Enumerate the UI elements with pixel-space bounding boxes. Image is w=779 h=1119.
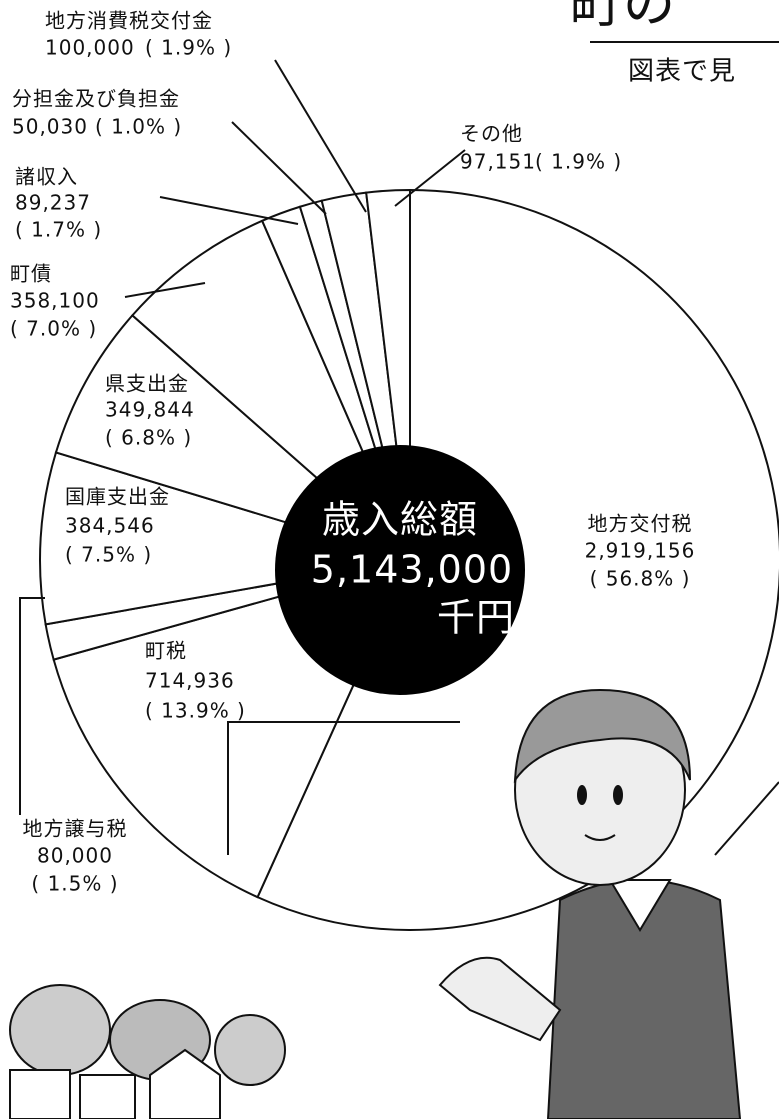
slice-name: その他	[460, 122, 523, 146]
leader-line	[232, 122, 326, 214]
slice-name: 分担金及び負担金	[12, 87, 180, 111]
leader-line	[160, 197, 298, 224]
center-label: 千円	[437, 596, 515, 640]
value-label: 358,100	[10, 289, 100, 313]
value-label: 349,844	[105, 398, 195, 422]
chart-subtitle: 図表で見	[628, 57, 736, 87]
value-label: 89,237	[15, 191, 91, 215]
chart: 町の 図表で見 歳入総額 5,143,000 千円 地方交付税 2,919,156…	[0, 0, 779, 1119]
percent-label: ( 56.8% )	[590, 567, 691, 591]
slice-name: 地方交付税	[588, 512, 693, 536]
value-label: 80,000	[37, 844, 113, 868]
percent-label: ( 1.5% )	[31, 872, 118, 896]
slice-name: 地方消費税交付金	[45, 9, 213, 33]
slice-name: 地方譲与税	[23, 817, 128, 841]
value-label: 2,919,156	[585, 539, 696, 563]
slice-name: 諸収入	[15, 165, 78, 189]
percent-label: ( 13.9% )	[145, 699, 246, 723]
percent-label: ( 7.0% )	[10, 317, 97, 341]
tree-illustration	[10, 985, 285, 1119]
slice-name: 国庫支出金	[65, 485, 170, 509]
leader-line	[275, 60, 366, 212]
page: 町の 図表で見 歳入総額 5,143,000 千円 地方交付税 2,919,156…	[0, 0, 779, 1119]
percent-label: ( 1.7% )	[15, 218, 102, 242]
percent-label: ( 7.5% )	[65, 543, 152, 567]
leader-line	[715, 782, 779, 855]
value-label: 100,000	[45, 36, 135, 60]
chart-title: 町の	[570, 0, 676, 35]
leader-line	[20, 598, 45, 815]
center-label: 5,143,000	[311, 548, 513, 592]
slice-name: 町税	[145, 639, 187, 663]
value-label: 714,936	[145, 669, 235, 693]
value-label: 384,546	[65, 514, 155, 538]
value-label: 50,030	[12, 115, 88, 139]
slice-name: 町債	[10, 262, 52, 286]
percent-label: ( 1.0% )	[95, 115, 182, 139]
slice-name: 県支出金	[105, 372, 189, 396]
center-label: 歳入総額	[322, 498, 478, 542]
percent-label: ( 1.9% )	[535, 150, 622, 174]
value-label: 97,151	[460, 150, 536, 174]
percent-label: ( 1.9% )	[145, 36, 232, 60]
percent-label: ( 6.8% )	[105, 426, 192, 450]
